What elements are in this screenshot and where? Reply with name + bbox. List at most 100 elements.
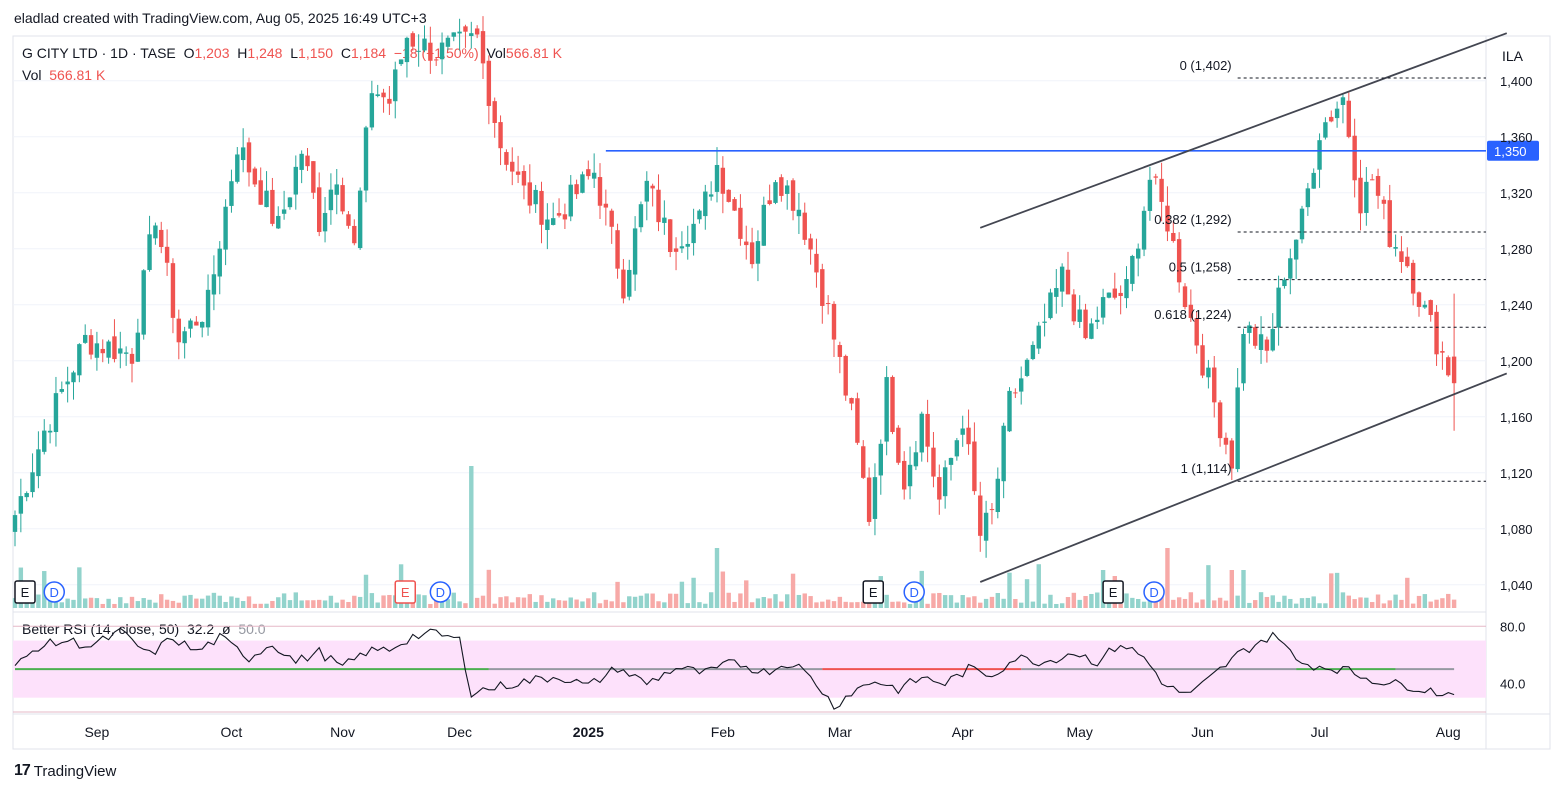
- volume-bar: [948, 595, 954, 608]
- symbol-name: G CITY LTD · 1D · TASE: [22, 45, 176, 61]
- fib-level-label: 1 (1,114): [1181, 461, 1232, 476]
- volume-bar: [521, 597, 527, 608]
- volume-bar: [1059, 603, 1065, 608]
- volume-bar: [504, 596, 509, 608]
- candle-body: [1001, 425, 1006, 482]
- volume-bar: [978, 602, 983, 608]
- candle-body: [1036, 325, 1041, 349]
- candle-body: [1176, 239, 1182, 283]
- candle-body: [1247, 325, 1252, 333]
- volume-bar: [1241, 570, 1246, 608]
- volume-bar: [363, 574, 369, 608]
- candle-body: [94, 343, 100, 358]
- volume-bar: [1422, 594, 1428, 608]
- candle-body: [749, 242, 755, 265]
- volume-bar: [434, 598, 439, 608]
- volume-bar: [463, 603, 468, 608]
- volume-bar: [1305, 597, 1311, 608]
- candle-body: [779, 177, 784, 196]
- candle-body: [925, 413, 930, 447]
- candle-body: [919, 413, 924, 453]
- candle-body: [147, 234, 152, 270]
- volume-bar: [24, 602, 29, 608]
- candle-body: [18, 496, 24, 514]
- candle-body: [1428, 300, 1433, 315]
- earnings-marker-icon: [394, 580, 416, 604]
- candle-body: [264, 190, 269, 208]
- candle-body: [404, 37, 410, 63]
- volume-bar: [603, 599, 609, 608]
- volume-bar: [88, 597, 94, 608]
- candle-body: [1422, 304, 1428, 308]
- volume-bar: [1065, 597, 1071, 608]
- volume-bar: [217, 595, 222, 608]
- candle-body: [1446, 357, 1451, 376]
- currency-label: ILA: [1502, 48, 1524, 64]
- candle-body: [632, 228, 638, 275]
- volume-bar: [708, 592, 714, 608]
- candle-body: [1030, 344, 1036, 360]
- volume-study-value: 566.81 K: [49, 67, 106, 83]
- candle-body: [861, 446, 866, 478]
- candle-body: [398, 59, 404, 65]
- volume-bar: [1317, 603, 1322, 608]
- candle-body: [229, 181, 234, 206]
- candle-body: [814, 253, 819, 273]
- candle-body: [118, 348, 123, 354]
- volume-bar: [229, 596, 234, 608]
- candle-body: [948, 457, 954, 465]
- volume-bar: [744, 580, 749, 608]
- candle-body: [744, 241, 749, 246]
- candle-body: [1416, 292, 1422, 307]
- time-tick-label: Feb: [711, 724, 735, 740]
- candle-body: [270, 189, 275, 224]
- volume-bar: [276, 597, 281, 608]
- candle-body: [1194, 318, 1199, 346]
- candle-body: [281, 209, 287, 214]
- price-tick-label: 1,280: [1500, 242, 1533, 257]
- volume-bar: [738, 593, 743, 608]
- candle-body: [65, 381, 70, 385]
- volume-bar: [445, 599, 451, 608]
- volume-bar: [533, 601, 538, 608]
- volume-bar: [568, 597, 573, 608]
- candle-body: [1323, 122, 1328, 138]
- volume-bar: [1007, 572, 1012, 608]
- volume-bar: [820, 601, 825, 608]
- volume-bar: [170, 600, 176, 608]
- price-tick-label: 1,240: [1500, 298, 1533, 313]
- volume-bar: [937, 592, 942, 608]
- volume-bar: [556, 600, 562, 608]
- volume-bar: [30, 599, 35, 608]
- candle-body: [978, 495, 983, 536]
- volume-bar: [1428, 601, 1433, 608]
- rsi-mid-value: 50.0: [238, 621, 266, 637]
- candle-body: [217, 248, 222, 277]
- volume-bar: [94, 598, 100, 608]
- candle-body: [340, 185, 345, 212]
- volume-bar: [586, 598, 591, 608]
- candle-body: [1440, 351, 1445, 353]
- candle-body: [252, 168, 258, 185]
- volume-bar: [673, 593, 679, 608]
- candle-body: [515, 171, 521, 175]
- candle-body: [287, 197, 293, 208]
- volume-bar: [1130, 597, 1135, 608]
- candle-body: [685, 243, 690, 247]
- candle-body: [539, 190, 544, 225]
- candle-body: [480, 31, 486, 64]
- volume-bar: [837, 596, 843, 608]
- volume-bar: [1118, 603, 1123, 608]
- volume-bar: [1194, 602, 1199, 608]
- candle-body: [1182, 286, 1188, 308]
- volume-bar: [439, 599, 445, 608]
- volume-bar: [1329, 573, 1334, 608]
- candle-body: [1375, 176, 1381, 196]
- candle-body: [902, 460, 907, 490]
- candle-body: [1141, 210, 1147, 250]
- candle-body: [1334, 108, 1340, 119]
- volume-bar: [1083, 595, 1088, 608]
- candle-body: [708, 194, 714, 197]
- volume-bar: [200, 598, 205, 608]
